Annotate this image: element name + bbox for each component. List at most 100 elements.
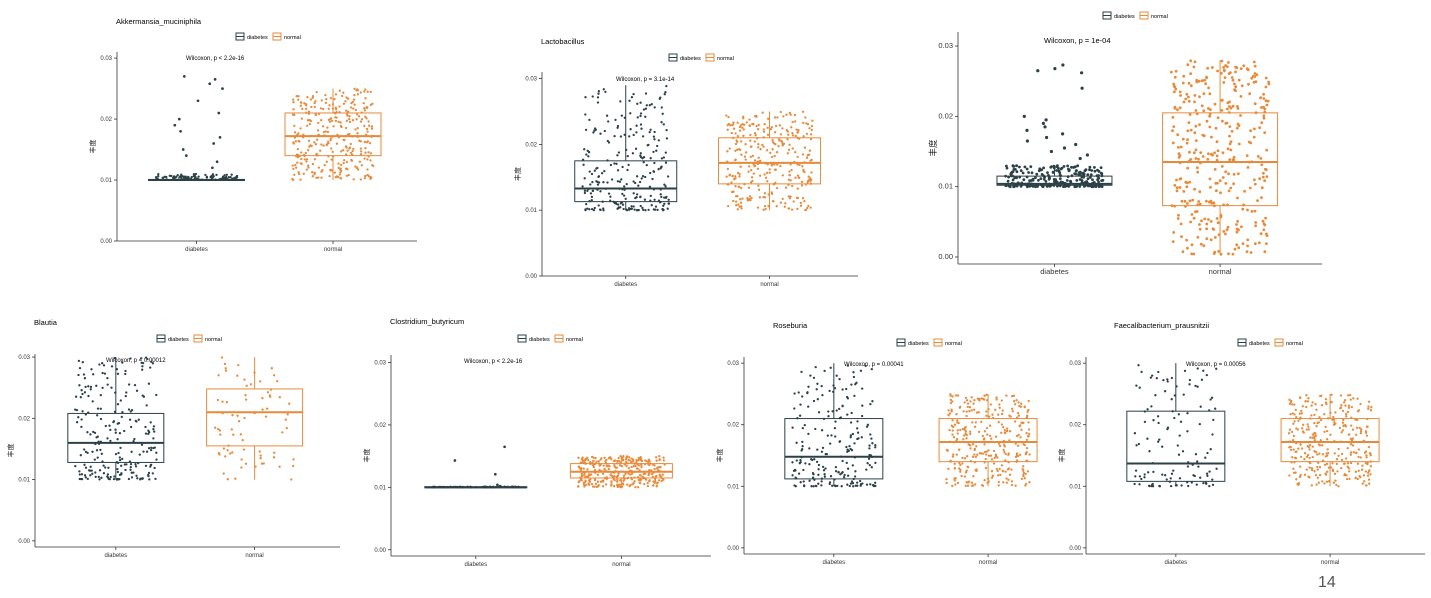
data-point	[1186, 430, 1189, 433]
data-point	[1002, 448, 1005, 452]
x-tick-label: diabetes	[104, 553, 127, 559]
data-point	[861, 482, 864, 485]
data-point	[845, 395, 849, 399]
box	[1162, 112, 1279, 207]
data-point	[1369, 460, 1372, 463]
data-point	[313, 105, 316, 109]
data-point	[129, 425, 133, 429]
data-point	[812, 485, 815, 488]
data-point	[1184, 97, 1188, 101]
data-point	[1306, 423, 1309, 426]
data-point	[1335, 462, 1339, 466]
data-point	[107, 466, 110, 469]
data-point	[778, 124, 782, 127]
data-point	[1223, 76, 1227, 79]
data-point	[1005, 164, 1008, 168]
data-point	[232, 433, 235, 436]
data-point	[659, 96, 662, 99]
y-tick-label: 0.03	[938, 41, 953, 50]
data-point	[356, 93, 360, 96]
y-tick-label: 0.01	[727, 484, 739, 490]
data-point	[237, 420, 241, 423]
data-point	[791, 461, 794, 464]
data-point	[96, 414, 99, 417]
data-point	[144, 425, 147, 429]
data-point	[846, 413, 849, 416]
data-point	[1343, 399, 1347, 402]
data-point	[626, 154, 629, 158]
data-point	[1014, 442, 1017, 445]
data-point	[649, 171, 652, 175]
data-point	[258, 450, 261, 453]
data-point	[577, 465, 580, 468]
data-point	[577, 480, 580, 484]
data-point	[751, 122, 754, 126]
data-point	[141, 365, 144, 368]
data-point	[830, 434, 833, 437]
data-point	[1211, 433, 1214, 436]
data-point	[801, 197, 805, 200]
data-point	[171, 176, 175, 179]
data-point	[89, 385, 93, 389]
data-point	[1194, 139, 1198, 143]
data-point	[820, 450, 824, 453]
data-point	[1067, 169, 1071, 173]
data-point	[661, 477, 664, 480]
data-point	[739, 165, 742, 168]
data-point	[1017, 433, 1020, 437]
data-point	[766, 180, 769, 183]
data-point	[1172, 469, 1175, 472]
data-point	[214, 426, 217, 429]
data-point	[820, 429, 824, 432]
data-point	[133, 383, 137, 387]
data-point	[1329, 411, 1332, 414]
data-point	[1294, 456, 1298, 460]
data-point	[1236, 220, 1239, 223]
data-point	[654, 479, 657, 483]
data-point	[1198, 223, 1201, 226]
data-point	[621, 459, 625, 462]
data-point	[117, 478, 120, 481]
data-point	[950, 424, 953, 427]
data-point	[1217, 250, 1220, 253]
y-tick-label: 0.03	[374, 360, 386, 366]
data-point	[1178, 186, 1182, 189]
data-point	[1227, 111, 1231, 114]
data-point	[1176, 133, 1180, 137]
data-point	[1021, 171, 1025, 175]
data-point	[1230, 129, 1234, 133]
data-point	[319, 149, 322, 152]
data-point	[132, 440, 135, 443]
data-point	[345, 160, 349, 164]
data-point	[1261, 219, 1265, 223]
data-point	[303, 158, 306, 161]
outlier-point	[1085, 153, 1089, 157]
data-point	[652, 150, 655, 154]
data-point	[765, 149, 769, 152]
data-point	[1026, 435, 1030, 438]
data-point	[1291, 438, 1295, 442]
data-point	[653, 464, 656, 467]
data-point	[781, 127, 784, 130]
data-point	[1178, 154, 1182, 158]
data-point	[1369, 409, 1373, 412]
data-point	[363, 157, 366, 160]
data-point	[619, 135, 623, 138]
outlier-point	[173, 123, 177, 127]
box-group-diabetes	[67, 356, 165, 481]
data-point	[637, 456, 640, 460]
data-point	[1215, 367, 1218, 370]
data-point	[1133, 432, 1137, 435]
data-point	[956, 481, 960, 485]
data-point	[663, 196, 666, 199]
data-point	[1344, 404, 1347, 407]
data-point	[1008, 473, 1012, 476]
data-point	[616, 484, 619, 487]
data-point	[866, 462, 869, 465]
data-point	[1313, 421, 1316, 425]
data-point	[215, 173, 218, 177]
box-group-diabetes	[996, 63, 1113, 189]
data-point	[1020, 421, 1023, 424]
